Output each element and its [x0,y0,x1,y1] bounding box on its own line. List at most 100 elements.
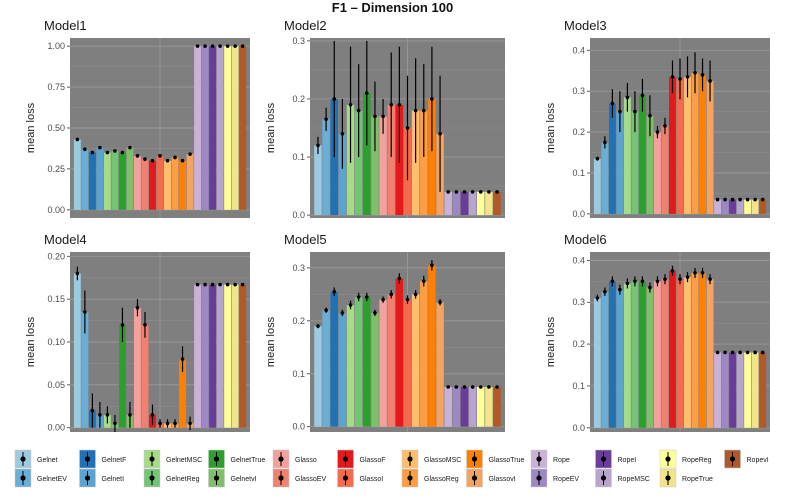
bar-glasso [379,116,387,216]
y-tick-label: 0.4 [572,45,585,55]
bar-glassoreg [171,157,179,210]
legend-item-ropereg: RopeReg [659,449,712,469]
bar-glassoi [156,155,164,210]
y-tick-label: 0.50 [47,123,65,133]
legend-label: Gelnet [37,457,58,464]
legend-item-glasso: Glasso [272,449,317,469]
point-glassoev [663,124,667,128]
y-axis-label: mean loss [265,102,277,153]
point-gelnetmsc [625,281,630,286]
bar-ropei [460,387,469,427]
point-glassoreg [173,155,177,160]
point-glassoi [678,277,682,282]
point-glassoev [663,277,667,282]
y-axis-label: mean loss [25,102,37,153]
point-glassomsc [165,421,170,426]
point-gelnetvi [128,145,132,150]
point-gelnettrue [365,91,369,95]
point-gelnetvi [128,413,132,417]
point-glassof [397,102,402,107]
point-ropemsc [470,190,475,194]
point-gelnetev [603,140,607,145]
y-tick-label: 0.05 [47,380,65,390]
point-glassof [670,269,675,273]
bar-glassoreg [691,272,699,428]
bar-gelnettrue [363,93,371,216]
bar-glassovi [186,154,194,210]
legend-item-ropevi: RopevI [724,449,769,469]
bar-gelnettrue [118,152,126,210]
bar-glassotrue [699,272,706,428]
point-glassof [670,75,675,79]
point-glassoi [405,297,410,302]
legend-item-glassoreg: GlassoReg [401,468,459,488]
bar-glassoev [141,324,149,428]
point-glasso [135,305,140,310]
legend-key-point [536,456,542,462]
bar-gelnetmsc [103,152,111,210]
bar-glassomsc [164,160,171,210]
bar-ropetrue [751,352,759,428]
bar-ropei [729,352,737,428]
point-ropereg [225,44,230,48]
bar-glasso [134,155,141,210]
point-glasso [655,279,660,284]
y-axis-label: mean loss [545,102,557,153]
point-gelnettrue [120,323,125,327]
y-tick-label: 1.00 [47,41,65,51]
point-ropetrue [487,190,491,194]
point-glassovi [188,421,192,426]
legend-label: Glasso [295,457,317,464]
bar-ropevi [493,387,501,427]
point-glassoreg [693,70,697,75]
bar-glassof [669,76,676,214]
bar-rope [444,191,452,216]
bar-glassoev [661,125,669,214]
bar-glassotrue [428,98,436,216]
point-ropeev [723,197,727,202]
bar-ropeev [201,284,209,428]
point-ropemsc [218,282,222,287]
legend-key-point [20,456,26,462]
point-glassoi [158,421,162,426]
y-tick-label: 0.3 [572,297,585,307]
bar-gelnet [314,326,322,427]
legend-label: RopeI [618,457,637,464]
bar-rope [714,199,722,214]
bar-rope [194,284,202,428]
legend-item-gelnetvi: GelnetvI [208,468,257,488]
bar-glassoi [676,279,684,428]
point-gelnetev [324,117,328,122]
bar-ropereg [224,46,232,210]
panel-model1: 0.00 0.25 0.50 0.75 1.00 Model1 mean loss [25,18,250,218]
bar-ropemsc [468,387,477,427]
y-tick-label: 0.1 [572,168,585,178]
bar-gelnetreg [111,150,119,210]
y-tick-label: 0.4 [572,255,585,265]
point-gelnettrue [640,279,645,284]
legend-label: GlassoI [360,476,384,483]
bar-ropemsc [216,284,224,428]
point-ropemsc [738,350,742,355]
y-tick-label: 0.75 [47,82,65,92]
point-glassoev [389,292,394,297]
point-ropei [462,190,467,194]
panel-title: Model6 [564,232,607,247]
y-tick-label: 0.0 [572,423,585,433]
legend-key-point [665,456,671,462]
point-ropereg [745,197,750,202]
point-ropereg [478,385,483,389]
bar-gelnetf [608,281,616,428]
legend-item-ropeev: RopeEV [530,468,579,488]
bar-glassoi [403,299,412,427]
point-gelnetev [603,289,607,294]
point-ropei [730,350,735,355]
legend-item-gelnetmsc: GelnetMSC [143,449,202,469]
panel-model6: 0.0 0.1 0.2 0.3 0.4 Model6 mean loss [545,232,770,433]
bar-gelneti [96,147,104,210]
legend-label: GlassoTrue [489,457,525,464]
point-gelneti [98,413,102,417]
point-gelnetf [90,408,95,413]
legend-key-point [84,475,91,481]
